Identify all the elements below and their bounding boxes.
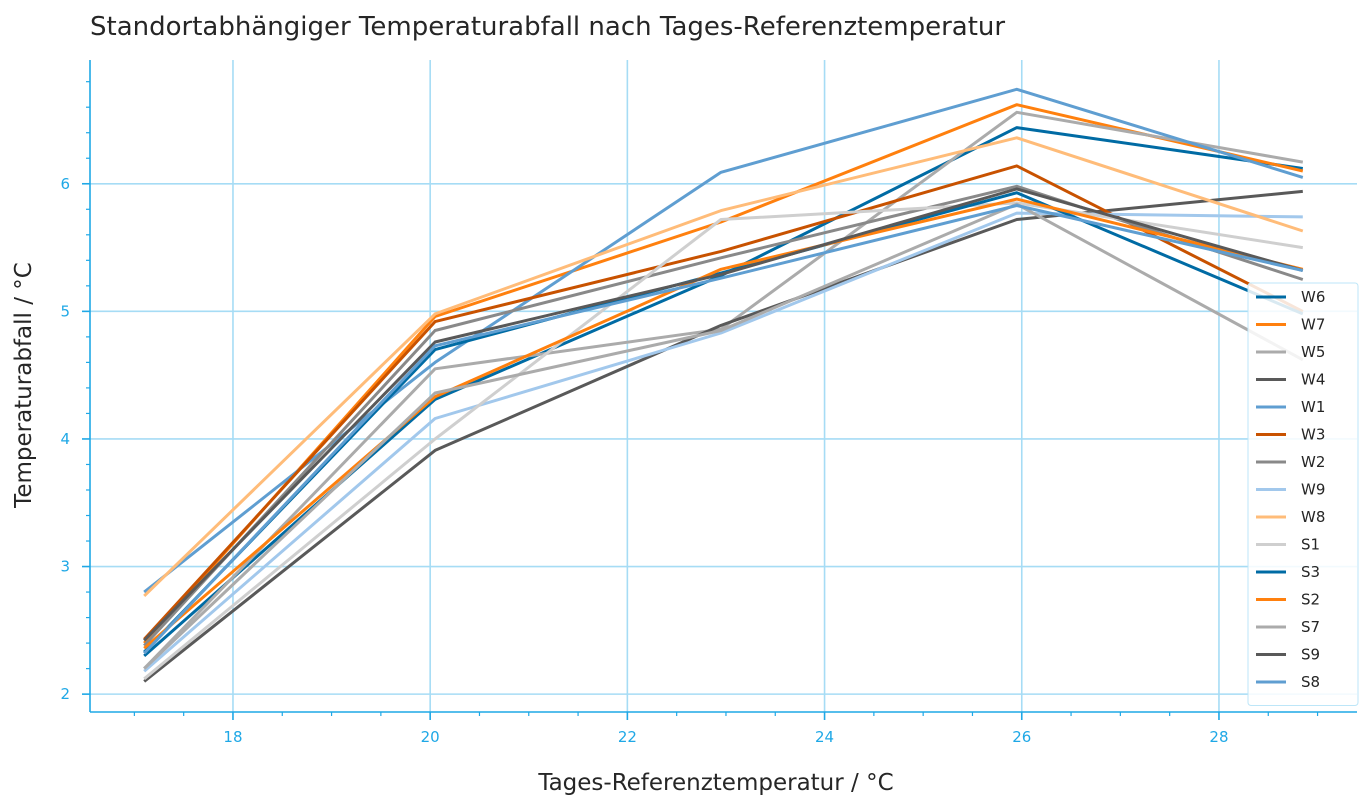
y-axis-label: Temperaturabfall / °C [11, 262, 37, 509]
legend-label: W8 [1301, 508, 1325, 526]
y-tick-label: 4 [60, 430, 70, 448]
legend-label: S3 [1301, 563, 1320, 581]
series-line-w8 [143, 136, 1304, 597]
legend-label: S1 [1301, 536, 1320, 554]
y-tick-label: 3 [60, 558, 70, 576]
grid [90, 60, 1357, 712]
series-line-s9 [143, 187, 1304, 642]
series-line-s3 [143, 191, 1304, 654]
legend-label: W4 [1301, 371, 1325, 389]
series-lines [143, 87, 1304, 683]
x-axis-label: Tages-Referenztemperatur / °C [537, 770, 893, 796]
x-tick-label: 20 [421, 728, 440, 746]
legend-label: S7 [1301, 618, 1320, 636]
legend-label: W5 [1301, 343, 1325, 361]
series-line-s2 [143, 197, 1304, 650]
x-axis-ticks: 18 20 22 24 26 28 [223, 712, 1229, 746]
series-line-w2 [143, 184, 1304, 647]
legend-label: W3 [1301, 426, 1325, 444]
series-line-s1 [143, 201, 1304, 680]
legend-label: W7 [1301, 316, 1325, 334]
series-line-w1 [143, 87, 1304, 594]
legend-label: W9 [1301, 481, 1325, 499]
axes [86, 60, 1357, 716]
legend-label: S9 [1301, 646, 1320, 664]
x-tick-label: 18 [223, 728, 242, 746]
chart-title: Standortabhängiger Temperaturabfall nach… [90, 12, 1005, 42]
y-tick-label: 5 [60, 302, 70, 320]
legend-label: W6 [1301, 288, 1325, 306]
x-tick-label: 24 [815, 728, 834, 746]
legend-label: W2 [1301, 453, 1325, 471]
legend: W6 W7 W5 W4 W1 W3 W2 W9 W8 S1 S3 S2 S7 S9 S8 [1247, 282, 1359, 706]
x-tick-label: 28 [1209, 728, 1228, 746]
series-line-w5 [143, 110, 1304, 670]
legend-label: W1 [1301, 398, 1325, 416]
series-line-w9 [143, 211, 1303, 673]
series-line-s8 [143, 204, 1304, 655]
y-tick-label: 6 [60, 175, 70, 193]
series-line-w4 [143, 189, 1303, 683]
x-tick-label: 22 [618, 728, 637, 746]
x-tick-label: 26 [1012, 728, 1031, 746]
series-line-w3 [143, 164, 1304, 641]
y-axis-ticks: 2 3 4 5 6 [60, 175, 90, 703]
series-line-w7 [143, 103, 1304, 645]
y-tick-label: 2 [60, 685, 70, 703]
series-line-w6 [143, 126, 1304, 658]
series-line-s7 [143, 202, 1304, 670]
legend-label: S2 [1301, 591, 1320, 609]
legend-label: S8 [1301, 673, 1320, 691]
